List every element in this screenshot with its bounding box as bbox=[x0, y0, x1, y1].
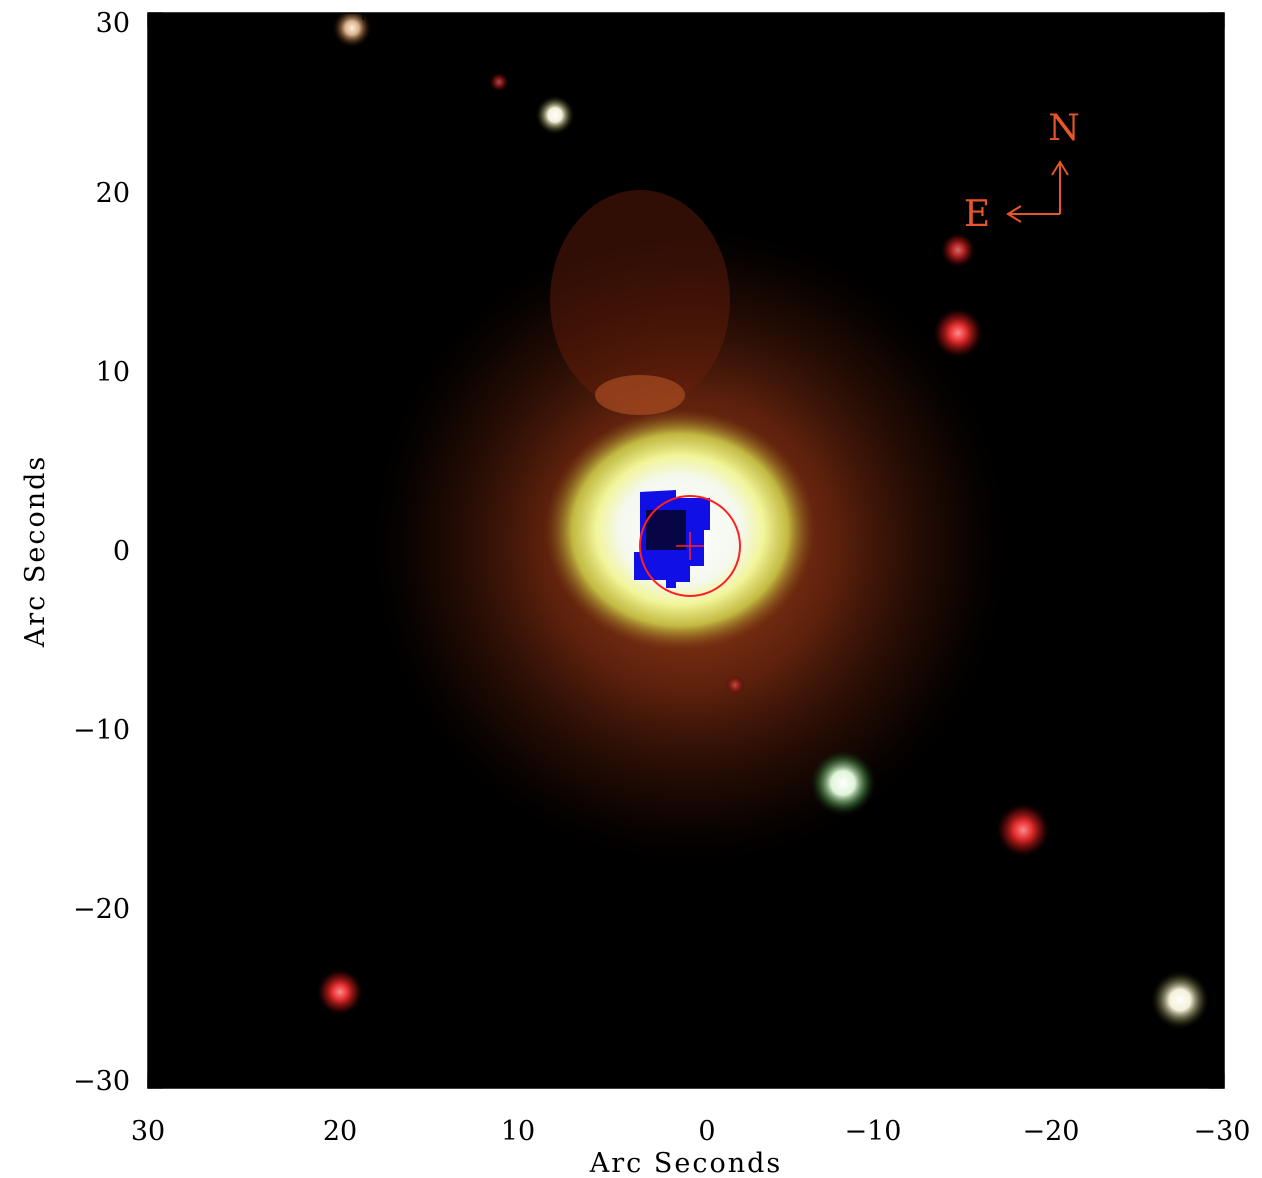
x-tick-label: −30 bbox=[1194, 1116, 1251, 1147]
field-star bbox=[332, 13, 372, 48]
saturated-core-center bbox=[646, 510, 686, 550]
target-circle bbox=[639, 495, 741, 597]
field-star bbox=[316, 968, 364, 1016]
target-marker bbox=[639, 495, 741, 597]
x-tick-label: 0 bbox=[698, 1116, 715, 1147]
axis-ticks bbox=[147, 12, 1225, 1089]
y-tick-label: 0 bbox=[113, 536, 130, 567]
field-star bbox=[932, 307, 984, 359]
x-tick-label: 30 bbox=[131, 1116, 165, 1147]
field-star bbox=[535, 95, 575, 135]
y-tick-label: 20 bbox=[96, 178, 130, 209]
y-tick-label: −20 bbox=[73, 894, 130, 925]
north-arrowhead bbox=[1051, 160, 1069, 176]
field-star bbox=[1150, 970, 1210, 1030]
x-tick-label: 10 bbox=[501, 1116, 535, 1147]
nebula-lobe bbox=[550, 190, 730, 410]
y-tick-label: 10 bbox=[96, 357, 130, 388]
y-tick-label: −30 bbox=[73, 1066, 130, 1097]
field-star bbox=[809, 749, 877, 817]
x-tick-label: −20 bbox=[1023, 1116, 1080, 1147]
field-star bbox=[940, 232, 976, 268]
sky-image bbox=[148, 13, 1224, 1088]
east-label: E bbox=[964, 194, 990, 235]
compass: N E bbox=[964, 108, 1080, 235]
y-axis: 30 20 10 0 −10 −20 −30 Arc Seconds bbox=[20, 8, 130, 1097]
east-arrowhead bbox=[1006, 205, 1022, 223]
nebula-knot bbox=[595, 375, 685, 415]
field-star bbox=[995, 802, 1051, 858]
north-label: N bbox=[1048, 108, 1080, 149]
x-axis: 30 20 10 0 −10 −20 −30 Arc Seconds bbox=[131, 1116, 1251, 1178]
x-tick-label: 20 bbox=[323, 1116, 357, 1147]
y-tick-label: 30 bbox=[96, 8, 130, 39]
x-axis-label: Arc Seconds bbox=[589, 1148, 783, 1178]
y-tick-label: −10 bbox=[73, 715, 130, 746]
x-tick-label: −10 bbox=[845, 1116, 902, 1147]
field-star bbox=[489, 72, 509, 92]
field-star bbox=[725, 675, 745, 695]
y-axis-label: Arc Seconds bbox=[20, 455, 51, 649]
